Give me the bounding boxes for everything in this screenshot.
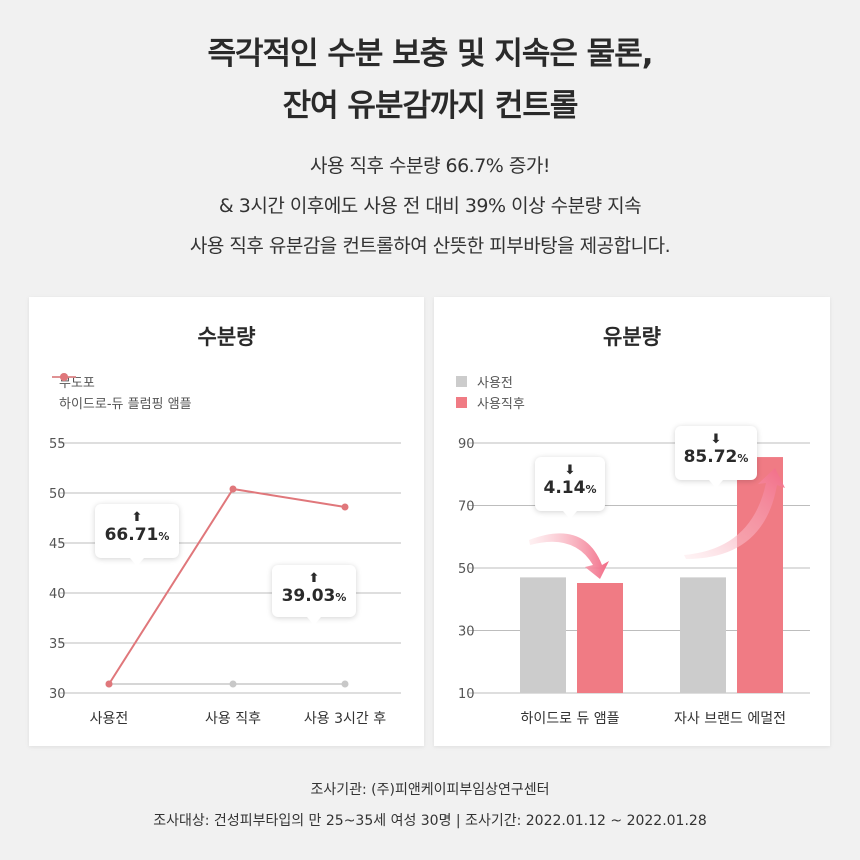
callout-39-03: ⬆ 39.03% xyxy=(272,565,356,625)
headline: 즉각적인 수분 보충 및 지속은 물론, 잔여 유분감까지 컨트롤 xyxy=(0,28,860,132)
legend-marker-red-line xyxy=(52,373,76,381)
legend-label-ampoule: 하이드로-듀 플럼핑 앰플 xyxy=(59,397,192,412)
callout-value: 39.03 xyxy=(281,586,336,606)
bar-after xyxy=(737,457,783,693)
footer-institution: 조사기관: (주)피앤케이피부임상연구센터 xyxy=(310,782,550,798)
x-tick-label: 사용전 xyxy=(90,711,129,727)
legend-item-after: 사용직후 xyxy=(456,392,525,413)
increase-swoosh-arrow xyxy=(684,468,785,559)
bar-after xyxy=(577,583,623,693)
legend-label-after: 사용직후 xyxy=(477,397,525,412)
headline-line-1: 즉각적인 수분 보충 및 지속은 물론, xyxy=(207,36,653,72)
oil-legend: 사용전 사용직후 xyxy=(456,371,525,413)
y-tick-label: 40 xyxy=(49,587,66,602)
data-point-1 xyxy=(341,503,349,511)
subtext-line-2: & 3시간 이후에도 사용 전 대비 39% 이상 수분량 지속 xyxy=(218,195,642,217)
footer-subjects: 조사대상: 건성피부타입의 만 25~35세 여성 30명 | 조사기간: 20… xyxy=(153,813,707,829)
callout-unit: % xyxy=(158,530,170,543)
moisture-legend: 무도포 하이드로-듀 플럼핑 앰플 xyxy=(51,371,192,413)
y-tick-label: 70 xyxy=(458,500,475,515)
callout-unit: % xyxy=(585,483,597,496)
x-tick-label: 하이드로 듀 앰플 xyxy=(520,711,619,727)
legend-swatch-pink xyxy=(456,397,467,408)
down-arrow-icon: ⬇ xyxy=(564,463,576,478)
data-point-1 xyxy=(105,680,113,688)
data-point-1 xyxy=(229,485,237,493)
x-tick-label: 사용 직후 xyxy=(205,711,261,727)
headline-line-2: 잔여 유분감까지 컨트롤 xyxy=(282,88,579,124)
callout-value: 66.71 xyxy=(104,525,159,545)
subtext-line-1: 사용 직후 수분량 66.7% 증가! xyxy=(310,155,550,177)
legend-item-before: 사용전 xyxy=(456,371,525,392)
y-tick-label: 35 xyxy=(49,637,66,652)
moisture-chart-title: 수분량 xyxy=(197,325,256,349)
y-tick-label: 45 xyxy=(49,537,66,552)
callout-66-71: ⬆ 66.71% xyxy=(95,504,179,566)
footer: 조사기관: (주)피앤케이피부임상연구센터 조사대상: 건성피부타입의 만 25… xyxy=(0,775,860,837)
y-tick-label: 30 xyxy=(458,625,475,640)
decrease-swoosh-arrow xyxy=(529,533,609,579)
oil-chart-svg: 10 30 50 70 90 하이드로 듀 앰플 자사 브랜드 에멀전 xyxy=(458,437,810,727)
legend-label-no-application: 무도포 xyxy=(59,376,95,391)
subtext-line-3: 사용 직후 유분감을 컨트롤하여 산뜻한 피부바탕을 제공합니다. xyxy=(189,235,671,257)
y-tick-label: 50 xyxy=(49,487,66,502)
x-tick-label: 사용 3시간 후 xyxy=(304,711,386,727)
legend-swatch-grey xyxy=(456,376,467,387)
down-arrow-icon: ⬇ xyxy=(710,432,722,447)
callout-85-72: ⬇ 85.72% xyxy=(675,426,757,488)
y-tick-label: 50 xyxy=(458,562,475,577)
callout-value: 4.14 xyxy=(543,478,586,498)
y-tick-label: 10 xyxy=(458,687,475,702)
up-arrow-icon: ⬆ xyxy=(131,510,143,525)
callout-value: 85.72 xyxy=(683,447,738,467)
bar-before xyxy=(680,577,726,693)
up-arrow-icon: ⬆ xyxy=(308,571,320,586)
callout-unit: % xyxy=(737,452,749,465)
data-point-0 xyxy=(341,680,349,688)
x-tick-label: 자사 브랜드 에멀전 xyxy=(674,711,786,727)
y-tick-label: 90 xyxy=(458,437,475,452)
oil-chart-title: 유분량 xyxy=(603,325,661,349)
moisture-chart-svg: 30 35 40 45 50 55 사용전 사용 직후 사용 3시간 후 xyxy=(49,437,401,727)
subtext: 사용 직후 수분량 66.7% 증가! & 3시간 이후에도 사용 전 대비 3… xyxy=(0,146,860,266)
callout-4-14: ⬇ 4.14% xyxy=(535,457,605,519)
data-point-0 xyxy=(229,680,237,688)
legend-label-before: 사용전 xyxy=(477,376,513,391)
y-tick-label: 55 xyxy=(49,437,66,452)
callout-unit: % xyxy=(335,591,347,604)
bar-before xyxy=(520,577,566,693)
oil-chart-card: 10 30 50 70 90 하이드로 듀 앰플 자사 브랜드 에멀전 유분량 사용전 사용… xyxy=(434,297,830,746)
y-tick-label: 30 xyxy=(49,687,66,702)
moisture-chart-card: 30 35 40 45 50 55 사용전 사용 직후 사용 3시간 후 수분량 무도포 하이드… xyxy=(29,297,424,746)
legend-item-ampoule: 하이드로-듀 플럼핑 앰플 xyxy=(51,373,192,413)
